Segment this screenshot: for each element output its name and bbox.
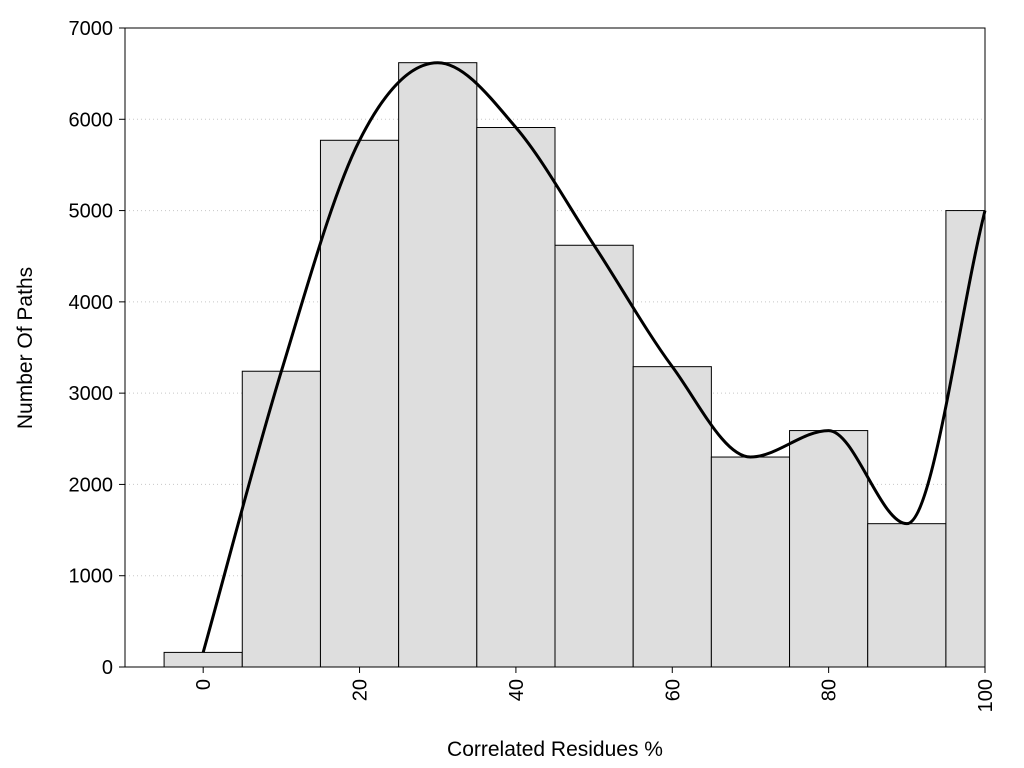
y-axis-ticks: 0 1000 2000 3000 4000 5000 6000 7000 — [69, 18, 125, 679]
y-tick-label: 3000 — [69, 383, 114, 405]
histogram-bar — [163, 651, 243, 668]
smoothed-curve — [201, 61, 987, 653]
x-tick-label: 100 — [975, 679, 997, 712]
y-tick-label: 5000 — [69, 201, 114, 223]
histogram-bar — [241, 370, 321, 668]
histogram-bar — [710, 456, 791, 668]
x-tick-label: 0 — [193, 679, 215, 690]
histogram-bar — [398, 62, 478, 668]
histogram-bar — [945, 210, 986, 668]
x-tick-label: 60 — [662, 679, 684, 701]
y-axis-title: Number Of Paths — [14, 267, 37, 429]
bars — [163, 62, 986, 668]
histogram-bar — [476, 127, 556, 668]
y-tick-label: 0 — [102, 657, 113, 679]
x-tick-label: 20 — [350, 679, 372, 701]
y-tick-label: 7000 — [69, 18, 114, 40]
histogram-bar — [554, 244, 634, 668]
trend-curve — [201, 61, 987, 653]
x-tick-label: 80 — [819, 679, 841, 701]
histogram-bar — [867, 523, 947, 668]
histogram-bar — [632, 366, 712, 668]
x-tick-label: 40 — [506, 679, 528, 701]
histogram-bar — [789, 430, 869, 668]
plot-frame — [124, 27, 986, 668]
y-tick-label: 6000 — [69, 109, 114, 131]
x-axis-title: Correlated Residues % — [447, 738, 663, 761]
x-axis-ticks: 0 20 40 60 80 100 — [193, 667, 997, 712]
y-tick-label: 4000 — [69, 292, 114, 314]
y-tick-label: 2000 — [69, 474, 114, 496]
histogram-bar — [319, 139, 400, 668]
y-tick-label: 1000 — [69, 566, 114, 588]
